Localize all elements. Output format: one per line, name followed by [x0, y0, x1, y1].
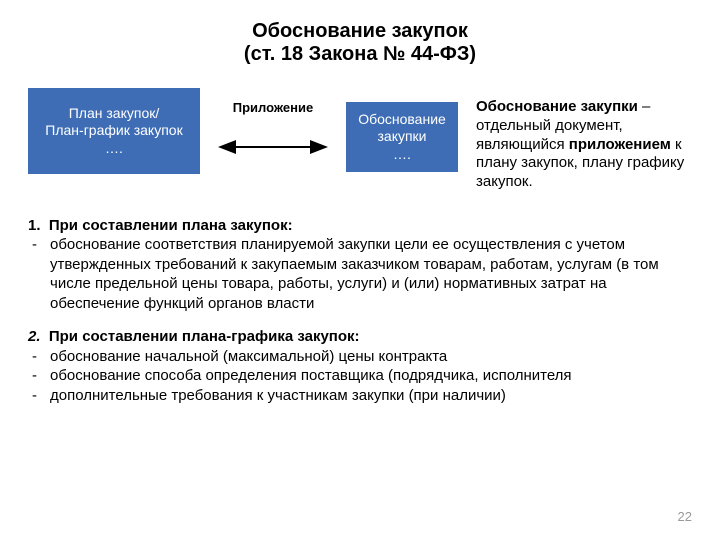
title-line-2: (ст. 18 Закона № 44-ФЗ): [28, 43, 692, 66]
list-item: обоснование способа определения поставщи…: [28, 366, 692, 386]
section-1: 1. При составлении плана закупок: обосно…: [28, 216, 692, 314]
list-item: обоснование начальной (максимальной) цен…: [28, 347, 692, 367]
description-text: Обоснование закупки – отдельный документ…: [476, 88, 692, 192]
desc-strong1: Обоснование закупки: [476, 98, 638, 115]
list-item: обоснование соответствия планируемой зак…: [28, 235, 692, 313]
page-number: 22: [678, 509, 692, 524]
plan-box-line2: План-график закупок: [28, 122, 200, 140]
desc-strong2: приложением: [569, 136, 671, 153]
connector: Приложение: [218, 88, 328, 163]
section-2-items: обоснование начальной (максимальной) цен…: [28, 347, 692, 406]
justification-box-line2: закупки: [346, 128, 458, 146]
box-1-col: План закупок/ План-график закупок ….: [28, 88, 200, 174]
section-2: 2. При составлении плана-графика закупок…: [28, 327, 692, 405]
slide-title: Обоснование закупок (ст. 18 Закона № 44-…: [28, 20, 692, 66]
box-2-col: Обоснование закупки ….: [346, 88, 458, 172]
plan-box: План закупок/ План-график закупок ….: [28, 88, 200, 174]
section-1-title: При составлении плана закупок:: [49, 217, 293, 234]
section-1-num: 1.: [28, 217, 41, 234]
section-1-items: обоснование соответствия планируемой зак…: [28, 235, 692, 313]
section-2-head: 2. При составлении плана-графика закупок…: [28, 327, 692, 347]
section-2-num: 2.: [28, 328, 41, 345]
section-1-head: 1. При составлении плана закупок:: [28, 216, 692, 236]
list-item: дополнительные требования к участникам з…: [28, 386, 692, 406]
diagram-row: План закупок/ План-график закупок …. При…: [28, 88, 692, 192]
justification-box-line1: Обоснование: [346, 111, 458, 129]
connector-label: Приложение: [233, 100, 313, 115]
justification-box: Обоснование закупки ….: [346, 102, 458, 172]
title-line-1: Обоснование закупок: [28, 20, 692, 43]
justification-box-line3: ….: [346, 146, 458, 164]
connector-arrow-icon: [218, 117, 328, 163]
plan-box-line3: ….: [28, 140, 200, 158]
section-2-title: При составлении плана-графика закупок:: [49, 328, 360, 345]
plan-box-line1: План закупок/: [28, 105, 200, 123]
